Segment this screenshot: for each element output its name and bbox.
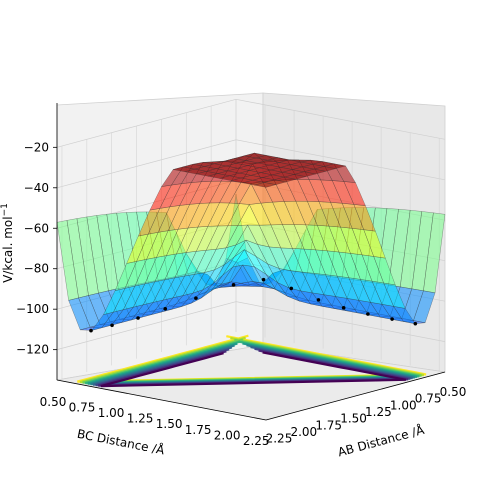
trajectory-point (341, 306, 346, 310)
x-tick-label: 0.75 (415, 392, 442, 406)
x-tick-label: 1.50 (340, 412, 367, 426)
trajectory-point (366, 312, 370, 316)
trajectory-point (413, 321, 418, 326)
contour-line (100, 351, 407, 388)
y-tick-label: 2.00 (214, 428, 241, 442)
x-tick-label: 2.00 (290, 425, 317, 439)
trajectory-point (390, 317, 394, 321)
x-tick-label: 1.75 (315, 418, 342, 432)
y-tick-label: 0.50 (40, 395, 67, 409)
z-tick-label: −20 (24, 140, 49, 154)
trajectory-point (289, 286, 294, 291)
x-tick-label: 0.50 (440, 385, 467, 399)
trajectory-point (136, 316, 140, 320)
z-tick-label: −60 (24, 221, 49, 235)
x-axis-label: AB Distance /Å (336, 422, 426, 460)
contour-projection (77, 334, 427, 388)
trajectory-points (89, 277, 418, 333)
y-tick-label: 1.25 (127, 412, 154, 426)
x-tick-label: 1.25 (365, 405, 392, 419)
z-tick-label: −120 (16, 343, 49, 357)
trajectory-point (194, 296, 198, 300)
trajectory-point (231, 283, 236, 287)
x-ticks: 0.500.751.001.251.501.752.002.25 (266, 385, 467, 446)
x-axis-line (265, 371, 446, 421)
y-tick-label: 1.75 (185, 423, 212, 437)
energy-surface (56, 152, 446, 331)
z-tick-label: −100 (16, 302, 49, 316)
trajectory-point (89, 328, 93, 333)
y-tick-label: 2.25 (243, 434, 270, 448)
z-tick-label: −80 (24, 262, 49, 276)
trajectory-point (110, 323, 114, 328)
y-tick-label: 0.75 (69, 401, 96, 415)
y-axis-line (56, 379, 267, 421)
z-axis-label: V/kcal. mol−1 (0, 203, 15, 283)
y-tick-label: 1.00 (98, 406, 125, 420)
surface-patch (254, 182, 276, 188)
y-tick-label: 1.50 (156, 417, 183, 431)
x-tick-label: 1.00 (390, 398, 417, 412)
z-ticks: −20 −40 −60 −80 −100 −120 (16, 140, 57, 357)
trajectory-point (261, 277, 266, 282)
y-ticks: 0.50 0.75 1.00 1.25 1.50 1.75 2.00 2.25 (40, 395, 270, 448)
x-tick-label: 2.25 (266, 432, 293, 446)
trajectory-point (163, 306, 168, 311)
y-axis-label: BC Distance /Å (76, 426, 167, 458)
z-tick-label: −40 (24, 181, 49, 195)
trajectory-point (316, 298, 321, 302)
